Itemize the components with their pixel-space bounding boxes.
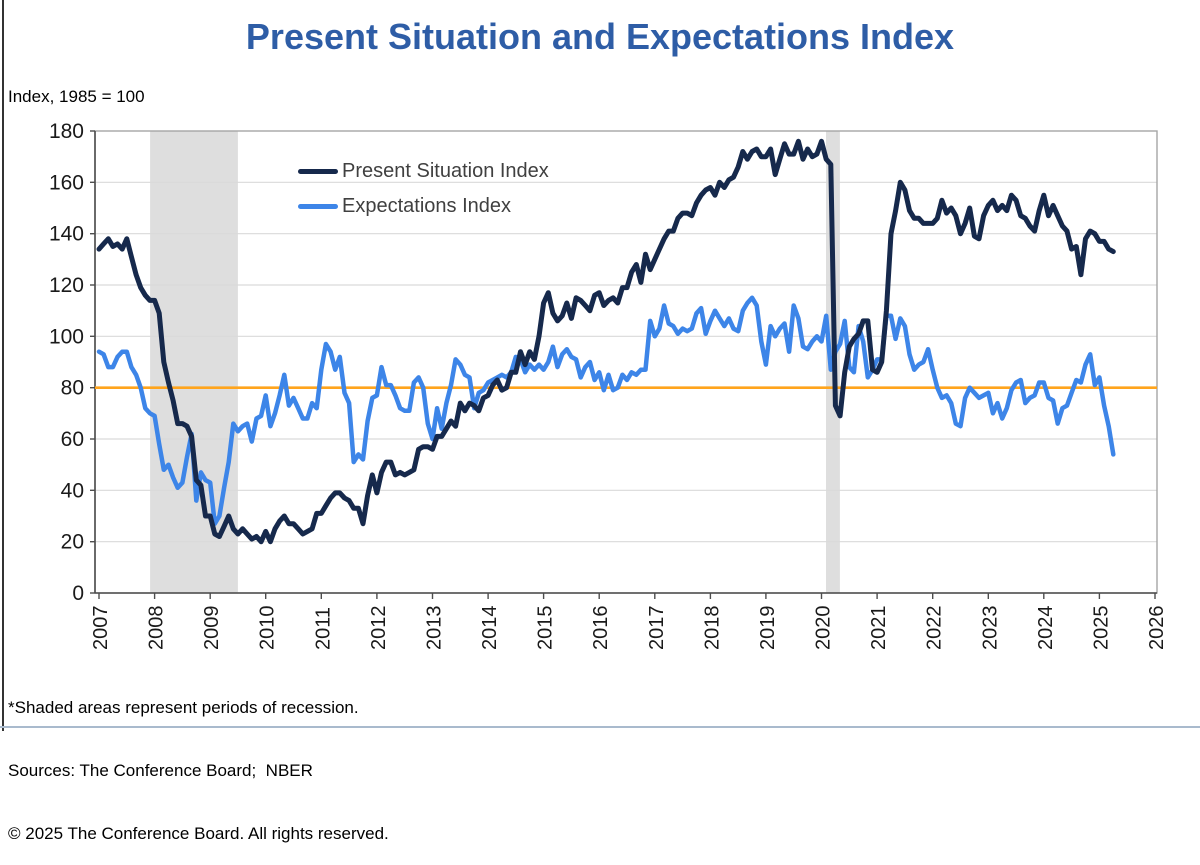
x-tick-label: 2017 <box>646 606 668 651</box>
x-tick-label: 2013 <box>424 606 446 651</box>
footnotes: *Shaded areas represent periods of reces… <box>8 655 389 865</box>
legend-label-present-situation: Present Situation Index <box>342 160 549 182</box>
x-tick-label: 2012 <box>368 606 390 651</box>
chart-legend: Present Situation Index Expectations Ind… <box>298 154 549 224</box>
expectations-line-swatch <box>298 204 338 209</box>
legend-item-present-situation: Present Situation Index <box>298 154 549 189</box>
present-situation-line <box>96 138 1116 545</box>
y-tick-label: 180 <box>49 120 84 143</box>
x-tick-label: 2024 <box>1035 606 1057 651</box>
y-tick-label: 100 <box>49 325 84 348</box>
y-tick-label: 0 <box>72 582 84 605</box>
present-situation-line-swatch <box>298 169 338 174</box>
index-scale-note: Index, 1985 = 100 <box>8 87 145 106</box>
x-tick-label: 2007 <box>90 606 112 651</box>
x-tick-label: 2010 <box>257 606 279 651</box>
x-tick-label: 2021 <box>868 606 890 651</box>
x-tick-label: 2008 <box>146 606 168 651</box>
legend-item-expectations: Expectations Index <box>298 189 549 224</box>
plot-border <box>94 130 1158 594</box>
x-tick-label: 2019 <box>757 606 779 651</box>
x-tick-label: 2023 <box>979 606 1001 651</box>
y-tick-label: 140 <box>49 223 84 246</box>
x-tick-label: 2015 <box>535 606 557 651</box>
y-tick-label: 160 <box>49 171 84 194</box>
x-tick-label: 2018 <box>701 606 723 651</box>
x-tick-label: 2025 <box>1090 606 1112 651</box>
y-tick-label: 120 <box>49 274 84 297</box>
y-tick-label: 60 <box>61 428 84 451</box>
x-tick-label: 2022 <box>924 606 946 651</box>
y-tick-label: 80 <box>61 377 84 400</box>
y-tick-label: 20 <box>61 531 84 554</box>
x-tick-label: 2009 <box>201 606 223 651</box>
chart-title: Present Situation and Expectations Index <box>245 16 955 57</box>
x-tick-label: 2016 <box>590 606 612 651</box>
x-tick-label: 2026 <box>1146 606 1168 651</box>
x-tick-label: 2011 <box>312 607 334 650</box>
legend-label-expectations: Expectations Index <box>342 195 511 217</box>
left-frame-border <box>2 0 4 731</box>
page-root: { "page": { "title": "Present Situation … <box>0 0 1200 843</box>
y-tick-label: 40 <box>61 479 84 502</box>
footnote-copyright: © 2025 The Conference Board. All rights … <box>8 824 389 843</box>
footnote-recession-note: *Shaded areas represent periods of reces… <box>8 698 359 717</box>
x-tick-label: 2020 <box>813 606 835 651</box>
chart-canvas: 0 20 40 60 80 100 120 140 160 180 2007 2008 2009 2010… <box>49 120 1168 651</box>
footnote-sources: Sources: The Conference Board; NBER <box>8 761 313 780</box>
x-tick-label: 2014 <box>479 606 501 651</box>
bottom-frame-border <box>0 726 1200 728</box>
expectations-line <box>96 295 1116 526</box>
